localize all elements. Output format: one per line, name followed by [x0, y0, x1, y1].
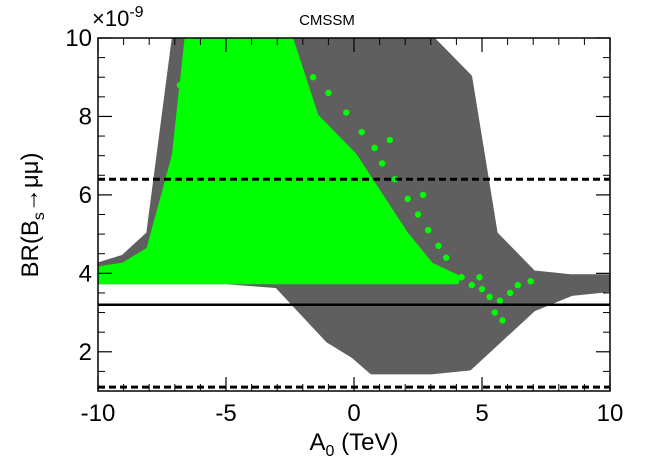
- series-1-point-8: [414, 211, 422, 218]
- series-1-point-4: [371, 144, 378, 152]
- y-multiplier: ×10-9: [92, 4, 144, 31]
- series-1-point-19: [514, 281, 522, 289]
- series-1-point-13: [468, 281, 475, 289]
- tick-labels: -10 -5 0 5 10 2 4 6 8 10: [65, 25, 623, 427]
- axis-ticks: [97, 37, 611, 392]
- series-1-point-6: [391, 176, 399, 183]
- series-1-point-20: [527, 277, 534, 285]
- series-1-point-23: [176, 81, 184, 89]
- series-1-point-9: [425, 226, 432, 234]
- x-tick-label-4: 10: [597, 400, 624, 427]
- series-1-point-14: [478, 285, 486, 293]
- series-1-point-16: [496, 297, 504, 304]
- x-axis-label: A0 (TeV): [310, 429, 399, 460]
- series-1-point-21: [499, 317, 506, 324]
- series-1-point-2: [343, 109, 350, 116]
- series-1-point-7: [404, 195, 411, 203]
- series-1-point-18: [491, 309, 498, 316]
- series-1-point-11: [442, 254, 450, 261]
- y-tick-label-3: 8: [79, 103, 92, 130]
- series-highlighted-points: [98, 38, 534, 324]
- series-1-point-17: [506, 289, 514, 297]
- series-1-point-10: [435, 242, 442, 250]
- y-axis-label: BR(Bs→μμ): [17, 153, 48, 278]
- x-tick-label-2: 0: [347, 400, 360, 427]
- series-1-point-25: [386, 136, 394, 144]
- x-tick-label-1: -5: [215, 400, 236, 427]
- series-1-band: [98, 38, 460, 285]
- series-1-point-0: [309, 74, 317, 81]
- y-tick-label-2: 6: [79, 182, 92, 209]
- series-1-point-26: [419, 191, 427, 199]
- chart-title: CMSSM: [299, 12, 355, 29]
- series-1-point-22: [476, 274, 483, 281]
- y-tick-label-1: 4: [79, 260, 92, 287]
- x-tick-label-3: 5: [475, 400, 488, 427]
- series-1-point-5: [378, 160, 386, 167]
- series-1-point-1: [325, 89, 332, 97]
- y-tick-label-0: 2: [79, 339, 92, 366]
- x-tick-label-0: -10: [81, 400, 116, 427]
- series-1-point-24: [171, 156, 178, 163]
- y-tick-label-4: 10: [65, 25, 92, 52]
- series-1-point-12: [458, 274, 465, 281]
- series-1-point-15: [486, 293, 493, 301]
- series-1-point-3: [358, 128, 365, 136]
